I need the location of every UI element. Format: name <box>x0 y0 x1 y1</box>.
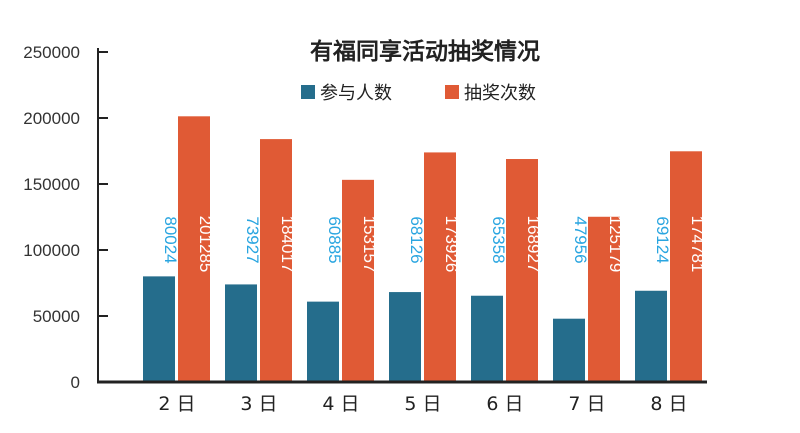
bar-draws <box>588 216 620 382</box>
data-label-draws: 173926 <box>442 216 461 273</box>
legend-label-draws: 抽奖次数 <box>464 83 536 104</box>
bar-draws <box>506 159 538 382</box>
legend: 参与人数 抽奖次数 <box>301 83 536 104</box>
bar-participants <box>635 290 667 382</box>
data-label-draws: 201285 <box>196 216 215 273</box>
legend-swatch-draws <box>445 85 459 99</box>
y-tick-label: 200000 <box>23 109 80 128</box>
chart-title: 有福同享活动抽奖情况 <box>310 38 540 65</box>
data-label-draws: 184017 <box>278 216 297 273</box>
bar-draws <box>260 139 292 382</box>
y-tick-label: 250000 <box>23 43 80 62</box>
data-label-participants: 65358 <box>489 216 508 263</box>
x-category-label: 3 日 <box>240 393 277 415</box>
x-category-label: 7 日 <box>568 393 605 415</box>
y-tick-label: 0 <box>71 373 80 392</box>
legend-swatch-participants <box>301 85 315 99</box>
bar-participants <box>471 295 503 382</box>
bar-participants <box>225 284 257 382</box>
data-label-participants: 60885 <box>325 216 344 263</box>
y-tick-label: 50000 <box>33 307 80 326</box>
data-label-draws: 125179 <box>606 216 625 273</box>
data-label-draws: 174781 <box>688 216 707 273</box>
bar-draws <box>178 116 210 382</box>
x-category-label: 4 日 <box>322 393 359 415</box>
bar-participants <box>389 292 421 382</box>
data-label-draws: 168927 <box>524 216 543 273</box>
bar-participants <box>307 301 339 382</box>
bar-draws <box>342 179 374 382</box>
x-category-label: 6 日 <box>486 393 523 415</box>
data-label-participants: 68126 <box>407 216 426 263</box>
plot-area: 0 50000 100000 150000 200000 250000 80024 20128… <box>23 43 707 415</box>
data-label-draws: 153157 <box>360 216 379 273</box>
data-label-participants: 69124 <box>653 216 672 263</box>
x-category-label: 8 日 <box>650 393 687 415</box>
x-category-label: 2 日 <box>158 393 195 415</box>
bar-participants <box>143 276 175 382</box>
data-label-participants: 47956 <box>571 216 590 263</box>
data-label-participants: 73927 <box>243 216 262 263</box>
data-label-participants: 80024 <box>161 216 180 263</box>
bar-draws <box>670 151 702 382</box>
x-category-label: 5 日 <box>404 393 441 415</box>
y-tick-label: 150000 <box>23 175 80 194</box>
legend-label-participants: 参与人数 <box>320 83 392 104</box>
y-tick-label: 100000 <box>23 241 80 260</box>
bar-participants <box>553 318 585 382</box>
bar-draws <box>424 152 456 382</box>
